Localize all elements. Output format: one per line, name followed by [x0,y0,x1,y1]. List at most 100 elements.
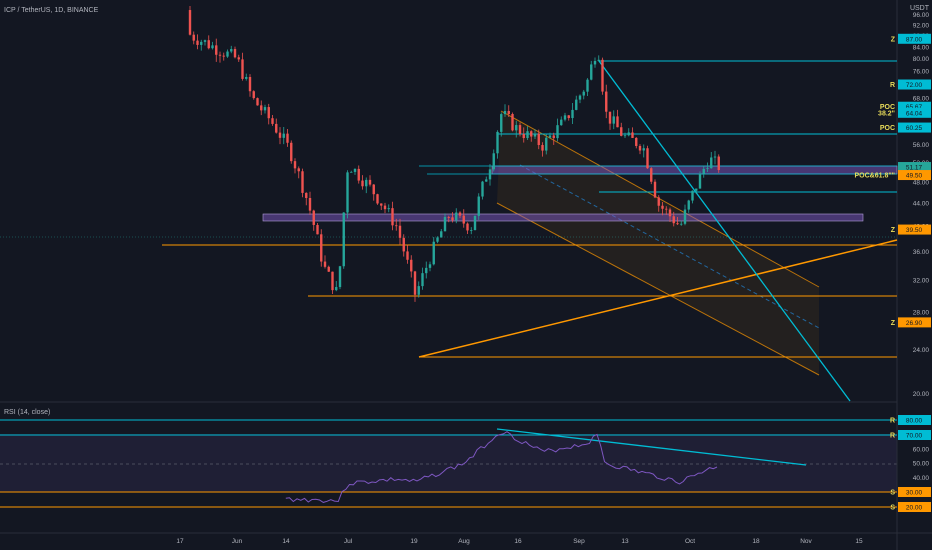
time-tick: 19 [410,538,418,545]
candles [188,5,720,302]
price-tag-bg [898,162,931,173]
candle-body [421,273,424,287]
candle-body [575,99,578,110]
candle-body [200,41,203,45]
time-tick: 18 [752,538,760,545]
time-tick: Jun [232,538,243,545]
candle-body [188,10,192,35]
candle-body [631,132,634,138]
candle-body [635,137,638,146]
rsi-tag-bg [898,487,931,497]
candle-body [387,208,390,210]
candle-body [350,171,353,173]
rsi-tick: 60.00 [913,446,930,453]
candle-body [410,259,413,272]
candle-body [357,168,360,181]
candle-body [717,156,720,171]
rsi-side-label: S [890,505,895,512]
price-tick: 92.00 [913,22,930,29]
candle-body [646,148,649,169]
candle-body [473,215,477,231]
candle-body [368,179,372,185]
candle-body [503,110,507,115]
rsi-tag-bg [898,430,931,440]
candle-body [320,234,323,262]
candle-body [698,173,702,189]
candle-body [432,241,435,265]
candle-body [346,172,349,213]
candle-body [533,133,537,137]
channel-lower[interactable] [496,202,820,376]
time-axis-ticks: 17 Jun 14 Jul 19 Aug 16 Sep 13 Oct 18 Nov 15 [176,538,863,545]
candle-body [481,181,484,197]
rsi-tag-text: 70.00 [906,433,923,440]
candle-body [642,148,645,151]
candle-body [436,237,439,242]
candle-body [308,197,312,211]
candle-body [428,264,432,268]
price-tick: 56.00 [913,142,930,149]
price-tag-bg [898,79,931,90]
candle-body [215,45,218,55]
time-tick: Jul [344,538,353,545]
ascending-trendline[interactable] [418,239,898,358]
price-tick: 32.00 [913,277,930,284]
candle-body [582,91,585,96]
candle-body [612,116,615,124]
candle-body [237,57,240,60]
time-tick: 16 [514,538,522,545]
candle-body [203,40,207,42]
candle-body [365,179,368,187]
level-side-label: Z [891,227,896,234]
candle-body [196,40,199,45]
candle-body [316,224,319,235]
poc-zone-lower [262,213,864,222]
candle-body [301,171,304,193]
candle-body [342,212,345,267]
rsi-trendline[interactable] [496,428,807,466]
candle-body [323,261,327,267]
candle-body [211,45,214,49]
candle-body [192,34,195,41]
level-tags: 87.00 Z 72.00 R 65.67 POC 64.04 38.2" 60.25 POC 51… [855,33,931,328]
candle-body [391,208,394,226]
rsi-tick: 40.00 [913,475,930,482]
price-tick: 20.00 [913,391,930,398]
candle-body [556,125,559,139]
price-tick: 24.00 [913,347,930,354]
candle-body [661,205,664,209]
level-side-label: Z [891,36,896,43]
candle-body [627,132,630,136]
price-tag-text: 64.04 [906,110,923,117]
candle-body [282,133,285,138]
channel-mid [519,164,820,329]
price-axis-panel[interactable] [897,0,932,550]
candle-body [545,137,548,151]
time-tick: Oct [685,538,695,545]
rsi-tag-bg [898,502,931,512]
candle-body [571,109,574,119]
candle-body [395,225,398,227]
candle-body [691,190,694,201]
price-tag-bg [898,224,931,235]
time-tick: 13 [621,538,629,545]
candle-body [680,223,683,225]
rsi-side-label: S [890,490,895,497]
candle-body [657,197,660,206]
price-tick: 80.00 [913,56,930,63]
time-tick: 17 [176,538,184,545]
price-tick: 76.00 [913,68,930,75]
candle-body [608,111,612,124]
candle-body [706,168,709,169]
candle-body [507,110,510,114]
price-tick: 44.00 [913,200,930,207]
candle-body [305,192,308,198]
candle-body [578,95,582,100]
descending-trendline[interactable] [598,60,851,402]
candle-body [500,114,503,132]
currency-label: USDT [910,5,930,12]
candle-body [687,200,690,210]
candle-body [515,125,518,131]
